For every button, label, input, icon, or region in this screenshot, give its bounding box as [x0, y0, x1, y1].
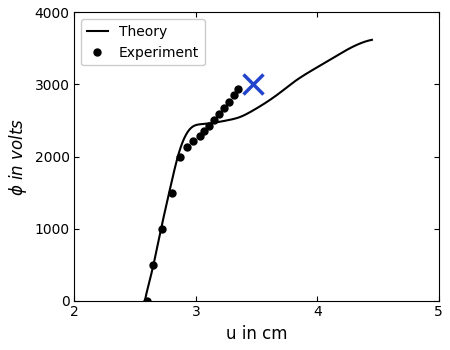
- Experiment: [197, 134, 202, 139]
- Experiment: [191, 139, 196, 144]
- Experiment: [202, 128, 207, 133]
- Y-axis label: $\phi$ in volts: $\phi$ in volts: [7, 118, 29, 196]
- Experiment: [207, 124, 212, 128]
- Theory: [369, 38, 374, 42]
- Experiment: [177, 154, 183, 159]
- Experiment: [226, 100, 231, 104]
- Experiment: [184, 145, 190, 149]
- Experiment: [236, 87, 241, 91]
- Theory: [307, 70, 313, 74]
- Experiment: [216, 112, 222, 116]
- Theory: [170, 177, 175, 181]
- Theory: [306, 70, 311, 74]
- Theory: [285, 85, 290, 89]
- Experiment: [221, 106, 226, 110]
- Theory: [142, 299, 148, 303]
- Theory: [232, 117, 238, 121]
- X-axis label: u in cm: u in cm: [226, 325, 288, 343]
- Legend: Theory, Experiment: Theory, Experiment: [81, 19, 205, 65]
- Experiment: [159, 226, 165, 231]
- Experiment: [151, 262, 156, 267]
- Experiment: [144, 299, 150, 303]
- Line: Experiment: Experiment: [144, 85, 242, 304]
- Experiment: [169, 190, 174, 195]
- Experiment: [231, 93, 236, 97]
- Theory: [216, 120, 221, 124]
- Line: Theory: Theory: [145, 40, 372, 301]
- Experiment: [212, 118, 217, 122]
